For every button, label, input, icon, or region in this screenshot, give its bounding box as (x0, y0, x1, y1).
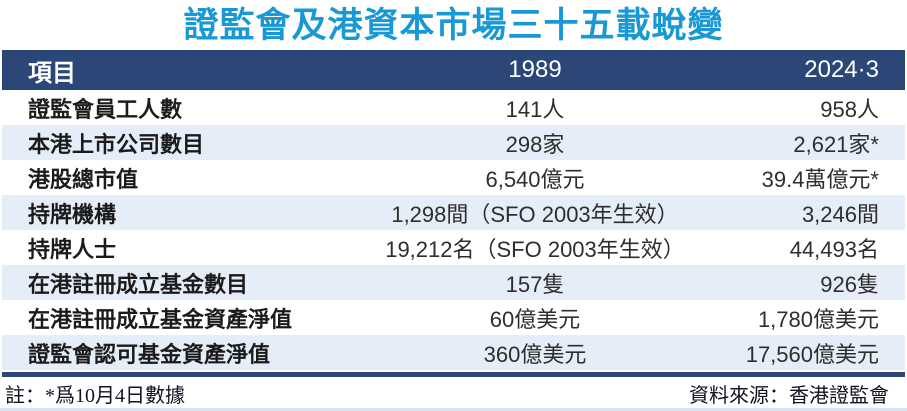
row-value-2024: 17,560億美元 (745, 341, 879, 367)
row-value-2024: 44,493名 (789, 236, 879, 262)
row-label: 證監會員工人數 (28, 96, 183, 122)
row-value-2024: 3,246間 (801, 201, 879, 227)
bottom-edge-strip (0, 407, 907, 411)
source-text: 資料來源：香港證監會 (689, 384, 889, 407)
table-row: 證監會員工人數 141人 958人 (2, 90, 905, 125)
row-label: 本港上市公司數目 (28, 131, 205, 157)
footnote-text: 註：*爲10月4日數據 (5, 384, 185, 407)
row-value-2024: 958人 (820, 96, 879, 122)
footnote-bar: 註：*爲10月4日數據 資料來源：香港證監會 (0, 377, 907, 408)
row-value-1989: 60億美元 (489, 306, 581, 332)
table-body: 證監會員工人數 141人 958人 本港上市公司數目 298家 2,621家* … (2, 90, 905, 370)
table-row: 本港上市公司數目 298家 2,621家* (2, 125, 905, 160)
page-title: 證監會及港資本市場三十五載蛻變 (183, 6, 724, 45)
table-header-row: 項目 1989 2024·3 (2, 50, 905, 90)
row-label: 證監會認可基金資產淨值 (28, 341, 271, 367)
row-label: 港股總市值 (28, 166, 139, 192)
data-table: 項目 1989 2024·3 證監會員工人數 141人 958人 本港上市公司數… (2, 50, 905, 370)
row-value-1989: 360億美元 (483, 341, 587, 367)
row-value-2024: 2,621家* (793, 131, 879, 157)
row-value-1989: 298家 (505, 131, 565, 157)
row-value-1989: 157隻 (505, 271, 565, 297)
row-value-2024: 1,780億美元 (757, 306, 879, 332)
row-label: 在港註冊成立基金數目 (28, 271, 249, 297)
table-row: 持牌人士 19,212名（SFO 2003年生效） 44,493名 (2, 230, 905, 265)
row-value-2024: 926隻 (820, 271, 879, 297)
table-bottom-rule (2, 372, 905, 377)
header-item-column: 項目 (28, 59, 76, 87)
row-label: 持牌機構 (28, 201, 117, 227)
table-row: 在港註冊成立基金數目 157隻 926隻 (2, 265, 905, 300)
row-value-1989: 19,212名（SFO 2003年生效） (385, 236, 685, 262)
table-row: 在港註冊成立基金資產淨值 60億美元 1,780億美元 (2, 300, 905, 335)
row-value-1989: 1,298間（SFO 2003年生效） (391, 201, 679, 227)
header-2024-column: 2024·3 (804, 56, 879, 83)
table-row: 持牌機構 1,298間（SFO 2003年生效） 3,246間 (2, 195, 905, 230)
row-value-1989: 141人 (505, 96, 565, 122)
table-row: 證監會認可基金資產淨值 360億美元 17,560億美元 (2, 335, 905, 370)
header-1989-column: 1989 (508, 56, 562, 83)
table-row: 港股總市值 6,540億元 39.4萬億元* (2, 160, 905, 195)
row-value-1989: 6,540億元 (485, 166, 585, 192)
row-value-2024: 39.4萬億元* (761, 166, 879, 192)
row-label: 在港註冊成立基金資產淨值 (28, 306, 293, 332)
row-label: 持牌人士 (28, 236, 117, 262)
